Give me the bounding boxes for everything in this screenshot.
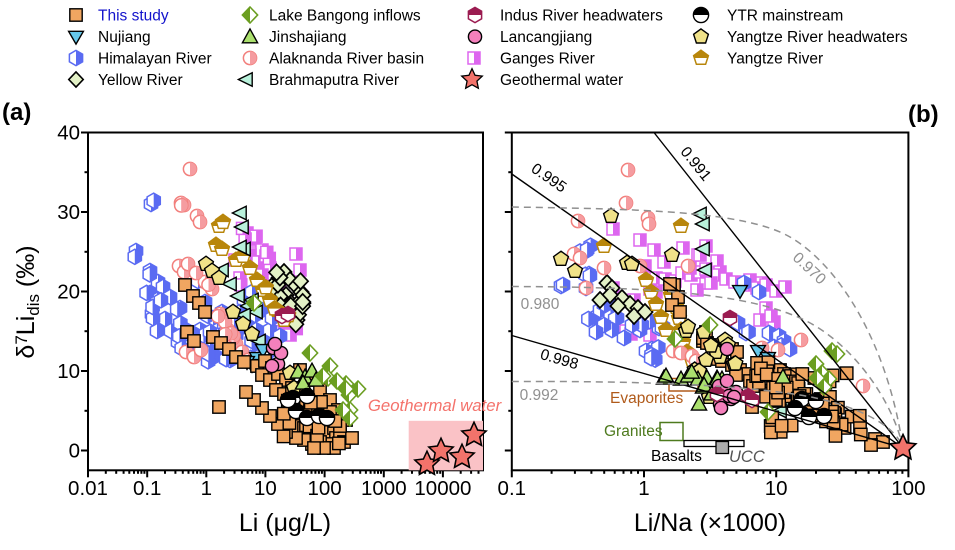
svg-text:Indus River headwaters: Indus River headwaters: [500, 8, 663, 25]
svg-text:20: 20: [57, 281, 80, 304]
svg-text:1000: 1000: [361, 477, 407, 500]
svg-text:Jinshajiang: Jinshajiang: [269, 29, 347, 46]
svg-text:Yellow River: Yellow River: [98, 72, 183, 89]
svg-text:0.1: 0.1: [498, 477, 527, 500]
svg-text:(b): (b): [908, 101, 939, 128]
svg-text:Evaporites: Evaporites: [610, 390, 683, 407]
svg-text:Nujiang: Nujiang: [98, 29, 151, 46]
svg-text:100: 100: [307, 477, 341, 500]
svg-text:UCC: UCC: [729, 448, 765, 466]
svg-text:Ganges River: Ganges River: [500, 51, 595, 68]
svg-text:Alaknanda River basin: Alaknanda River basin: [269, 51, 424, 68]
svg-text:YTR mainstream: YTR mainstream: [727, 8, 843, 25]
svg-text:0.992: 0.992: [520, 387, 559, 404]
svg-text:Basalts: Basalts: [651, 448, 702, 465]
svg-text:30: 30: [57, 201, 80, 224]
svg-text:100: 100: [891, 477, 925, 500]
svg-text:Granites: Granites: [604, 423, 663, 440]
svg-text:Geothermal water: Geothermal water: [368, 396, 503, 415]
svg-text:Lancangjiang: Lancangjiang: [500, 29, 592, 46]
svg-text:Li (μg/L): Li (μg/L): [239, 509, 331, 537]
svg-text:0: 0: [69, 440, 80, 463]
svg-text:10: 10: [57, 360, 80, 383]
svg-text:(a): (a): [2, 99, 31, 126]
svg-text:Brahmaputra River: Brahmaputra River: [269, 72, 399, 89]
svg-text:1: 1: [201, 477, 212, 500]
svg-text:10000: 10000: [414, 477, 471, 500]
svg-text:10: 10: [765, 477, 788, 500]
svg-text:1: 1: [638, 477, 649, 500]
svg-text:This study: This study: [98, 8, 169, 25]
svg-text:0.980: 0.980: [521, 296, 560, 313]
svg-text:40: 40: [57, 122, 80, 145]
svg-text:10: 10: [254, 477, 277, 500]
svg-text:Li/Na (×1000): Li/Na (×1000): [634, 509, 786, 537]
svg-text:0.01: 0.01: [68, 477, 108, 500]
svg-text:Yangtze River headwaters: Yangtze River headwaters: [727, 29, 908, 46]
svg-text:Himalayan River: Himalayan River: [98, 51, 212, 68]
svg-text:0.1: 0.1: [133, 477, 162, 500]
svg-text:Lake Bangong inflows: Lake Bangong inflows: [269, 8, 421, 25]
svg-text:Geothermal water: Geothermal water: [500, 72, 623, 89]
svg-text:Yangtze River: Yangtze River: [727, 51, 823, 68]
